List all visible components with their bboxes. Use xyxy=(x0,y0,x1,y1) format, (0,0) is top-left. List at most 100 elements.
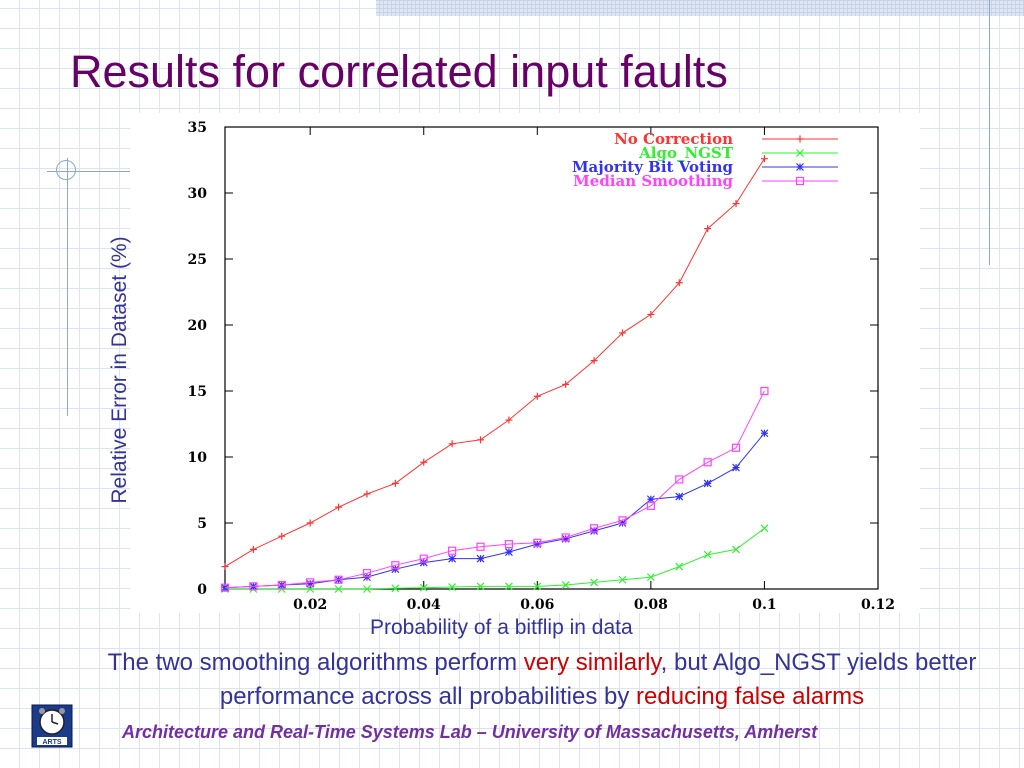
data-point xyxy=(448,554,457,563)
x-tick-label: 0.1 xyxy=(752,597,776,613)
data-point xyxy=(306,578,315,587)
data-point xyxy=(362,569,372,578)
data-point xyxy=(732,200,740,208)
series-line xyxy=(224,432,765,589)
data-point xyxy=(306,519,314,527)
data-point xyxy=(420,458,428,466)
line-chart: 0 5 10 15 20 25 30 35 0.02 0.04 0.06 0.08 0.1 0.12 No … xyxy=(188,120,896,613)
data-point xyxy=(675,279,683,287)
decorative-vertical-line xyxy=(989,0,990,265)
data-point xyxy=(590,357,598,365)
data-point xyxy=(703,550,712,559)
y-tick-label: 5 xyxy=(197,516,207,532)
legend-entry-label: Algo_NGST xyxy=(638,144,734,162)
x-tick-label: 0.02 xyxy=(293,597,327,613)
data-point xyxy=(533,538,542,547)
data-point xyxy=(220,583,230,592)
logo-text: ARTS xyxy=(42,739,61,746)
data-point xyxy=(589,524,599,533)
data-point xyxy=(760,386,769,396)
data-point xyxy=(760,524,769,533)
data-point xyxy=(590,526,599,535)
caption-text-1: The two smoothing algorithms perform xyxy=(107,649,524,676)
data-point xyxy=(504,540,514,549)
data-point xyxy=(675,492,684,501)
legend-entry-marker xyxy=(796,149,804,157)
data-point xyxy=(533,582,542,591)
data-point xyxy=(476,554,485,563)
data-point xyxy=(561,534,570,543)
slide-caption: The two smoothing algorithms perform ver… xyxy=(60,646,1024,714)
data-point xyxy=(334,575,343,584)
data-point xyxy=(703,458,712,467)
data-point xyxy=(249,545,257,553)
data-point xyxy=(562,380,570,388)
decorative-horizontal-line xyxy=(47,171,132,172)
data-point xyxy=(419,583,428,592)
series-line xyxy=(224,390,765,589)
data-point xyxy=(760,429,769,438)
y-tick-label: 30 xyxy=(188,186,208,202)
y-tick-label: 15 xyxy=(188,384,207,400)
data-point xyxy=(249,582,258,591)
data-point xyxy=(277,580,286,590)
data-point xyxy=(675,475,684,484)
data-point xyxy=(448,546,457,555)
data-point xyxy=(590,578,599,587)
y-tick-label: 0 xyxy=(197,582,207,598)
chart-panel: 0 5 10 15 20 25 30 35 0.02 0.04 0.06 0.08 0.1 0.12 No … xyxy=(130,113,920,613)
legend-entry-label: Majority Bit Voting xyxy=(572,158,734,176)
x-axis-label: Probability of a bitflip in data xyxy=(370,616,633,639)
slide-title: Results for correlated input faults xyxy=(70,46,728,97)
plot-frame xyxy=(224,126,879,590)
data-point xyxy=(646,501,655,510)
data-point xyxy=(618,516,627,525)
decorative-grid-band xyxy=(376,0,1024,16)
data-point xyxy=(391,584,400,593)
y-tick-label: 20 xyxy=(188,318,208,334)
data-point xyxy=(335,503,343,511)
data-point xyxy=(703,479,712,488)
data-point xyxy=(448,440,456,448)
caption-highlight-1: very similarly xyxy=(523,649,661,676)
data-point xyxy=(221,563,229,571)
data-point xyxy=(391,561,400,570)
decorative-vertical-line-left xyxy=(67,158,68,416)
y-tick-label: 25 xyxy=(188,252,207,268)
caption-text-2: , but Algo_NGST yields better performanc… xyxy=(219,649,977,710)
data-point xyxy=(363,490,371,498)
data-point xyxy=(731,443,741,452)
legend-entry-marker xyxy=(796,135,804,143)
data-point xyxy=(646,573,655,582)
data-point xyxy=(504,548,513,556)
data-point xyxy=(732,463,740,472)
data-point xyxy=(278,532,286,540)
data-point xyxy=(306,579,315,588)
data-point xyxy=(618,329,626,337)
data-point xyxy=(647,310,655,318)
data-point xyxy=(760,155,768,163)
data-point xyxy=(504,582,513,591)
data-point xyxy=(448,583,457,591)
data-point xyxy=(675,562,684,571)
x-tick-label: 0.06 xyxy=(520,597,554,613)
data-point xyxy=(334,585,343,593)
y-axis-label: Relative Error in Dataset (%) xyxy=(108,236,131,504)
data-point xyxy=(391,479,399,487)
data-point xyxy=(363,585,371,593)
data-point xyxy=(419,554,428,563)
legend-entry-label: No Correction xyxy=(614,130,733,148)
x-tick-label: 0.08 xyxy=(634,597,668,613)
series-line xyxy=(225,527,765,590)
data-point xyxy=(618,575,627,584)
arts-clock-logo-icon: ARTS xyxy=(31,704,73,748)
series-line xyxy=(224,158,765,568)
y-tick-label: 35 xyxy=(188,120,207,136)
data-point xyxy=(533,540,542,549)
data-point xyxy=(561,533,570,542)
footer-text: Architecture and Real-Time Systems Lab –… xyxy=(122,722,818,742)
data-point xyxy=(732,545,740,554)
data-point xyxy=(505,416,513,424)
data-point xyxy=(704,225,712,233)
data-point xyxy=(561,581,570,589)
